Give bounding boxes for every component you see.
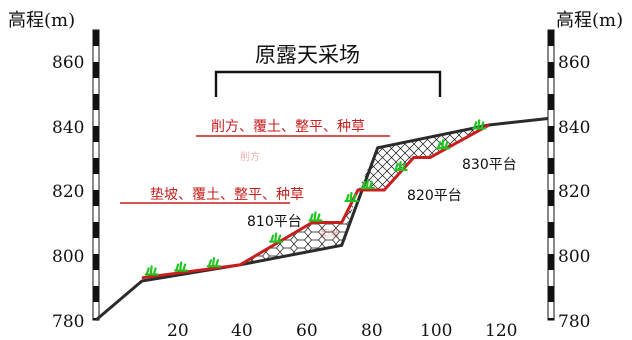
right-tick-820: 820 [558, 182, 590, 202]
right-tick-800: 800 [558, 247, 590, 267]
grass-marker-6 [360, 178, 375, 190]
left-axis-title: 高程(m) [8, 10, 75, 31]
grass-marker-0 [144, 265, 159, 276]
left-tick-860: 860 [52, 53, 84, 73]
x-tick-20: 20 [167, 321, 189, 340]
right-tick-860: 860 [558, 53, 590, 73]
x-tick-80: 80 [361, 321, 383, 340]
grass-marker-9 [472, 119, 487, 130]
right-axis-title: 高程(m) [556, 10, 623, 31]
left-tick-820: 820 [52, 182, 84, 202]
pit-title: 原露天采场 [255, 43, 360, 67]
grass-markers [144, 119, 487, 276]
fill-mark-label: 垫坡 [320, 227, 340, 240]
left-tick-800: 800 [52, 247, 84, 267]
right-tick-780: 780 [558, 312, 590, 332]
right-tick-840: 840 [558, 118, 590, 138]
lower-treatment-label: 垫坡、覆土、整平、种草 [150, 187, 304, 203]
treated-surface-line [141, 123, 490, 280]
left-scale-bar [92, 29, 100, 321]
right-scale-bar [547, 29, 555, 321]
left-tick-780: 780 [52, 312, 84, 332]
fill-hatch-region [240, 190, 358, 265]
bench-810-label: 810平台 [247, 214, 302, 230]
x-tick-100: 100 [420, 321, 452, 340]
original-ground-line [95, 117, 549, 322]
bench-830-label: 830平台 [462, 157, 517, 173]
grass-marker-1 [174, 261, 189, 272]
grass-marker-2 [206, 257, 222, 268]
x-tick-120: 120 [485, 321, 517, 340]
grass-marker-5 [344, 191, 359, 203]
grass-marker-8 [436, 139, 451, 150]
bench-820-label: 820平台 [407, 188, 462, 204]
grass-marker-7 [393, 160, 408, 172]
grass-marker-3 [269, 232, 284, 243]
x-tick-40: 40 [231, 321, 253, 340]
left-tick-840: 840 [52, 118, 84, 138]
upper-treatment-label: 削方、覆土、整平、种草 [211, 119, 365, 135]
cut-mark-label: 削方 [240, 150, 260, 163]
grass-marker-4 [308, 211, 323, 222]
x-tick-60: 60 [296, 321, 318, 340]
pit-bracket [214, 70, 442, 97]
